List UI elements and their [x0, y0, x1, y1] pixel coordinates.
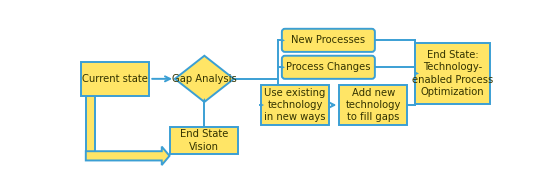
- Text: Process Changes: Process Changes: [286, 62, 371, 72]
- FancyBboxPatch shape: [170, 127, 239, 154]
- Text: Gap Analysis: Gap Analysis: [172, 74, 236, 84]
- Text: Add new
technology
to fill gaps: Add new technology to fill gaps: [345, 88, 401, 122]
- Polygon shape: [281, 65, 285, 69]
- Polygon shape: [86, 147, 169, 165]
- Polygon shape: [86, 96, 95, 160]
- Text: Use existing
technology
in new ways: Use existing technology in new ways: [265, 88, 326, 122]
- Text: End State:
Technology-
enabled Process
Optimization: End State: Technology- enabled Process O…: [412, 50, 493, 97]
- Text: New Processes: New Processes: [292, 35, 365, 45]
- Polygon shape: [202, 98, 206, 102]
- Polygon shape: [281, 38, 285, 42]
- FancyBboxPatch shape: [282, 56, 375, 79]
- FancyBboxPatch shape: [261, 85, 329, 125]
- Text: End State
Vision: End State Vision: [180, 129, 229, 152]
- Polygon shape: [415, 72, 419, 75]
- FancyBboxPatch shape: [282, 29, 375, 52]
- Polygon shape: [260, 103, 264, 107]
- FancyBboxPatch shape: [339, 85, 408, 125]
- FancyBboxPatch shape: [415, 43, 490, 104]
- Text: Current state: Current state: [82, 74, 148, 84]
- FancyBboxPatch shape: [81, 62, 150, 96]
- Polygon shape: [175, 56, 234, 102]
